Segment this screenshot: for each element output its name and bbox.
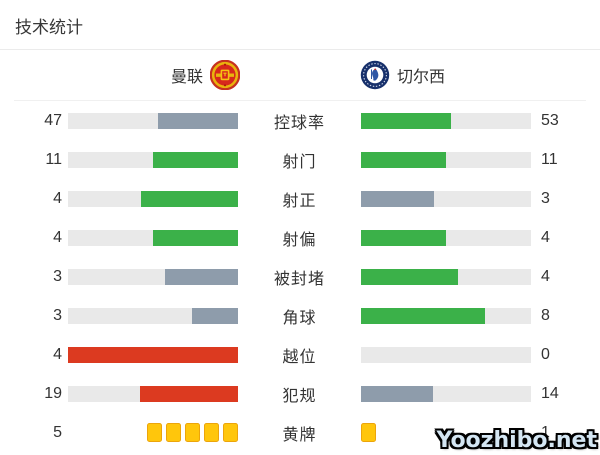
away-bar [361, 423, 531, 442]
away-bar [361, 385, 531, 402]
stat-label: 越位 [282, 348, 317, 366]
home-bar [68, 151, 238, 168]
yellow-card-icon [223, 423, 238, 442]
home-bar [68, 307, 238, 324]
home-value: 4 [53, 345, 62, 363]
home-bar [68, 346, 238, 363]
away-value: 53 [541, 111, 559, 129]
home-bar [68, 268, 238, 285]
stat-row: 11 射门 11 [0, 140, 600, 179]
home-value: 19 [44, 384, 62, 402]
away-bar-fill [361, 385, 434, 402]
stat-label: 射偏 [282, 231, 317, 249]
stat-label: 射正 [282, 192, 317, 210]
stat-row: 5 黄牌 1 [0, 413, 600, 452]
stat-row: 19 犯规 14 [0, 374, 600, 413]
away-bar-fill [361, 151, 446, 168]
home-value: 5 [53, 423, 62, 441]
yellow-card-icon [166, 423, 181, 442]
home-bar-fill [153, 151, 238, 168]
away-value: 4 [541, 228, 550, 246]
divider-header [14, 100, 586, 101]
panel-title: 技术统计 [15, 18, 83, 37]
away-bar [361, 346, 531, 363]
home-bar [68, 423, 238, 442]
stat-label: 控球率 [273, 114, 325, 132]
home-bar-fill [140, 385, 238, 402]
stat-row: 3 被封堵 4 [0, 257, 600, 296]
away-value: 0 [541, 345, 550, 363]
yellow-card-icon [204, 423, 219, 442]
team-away: 切尔西 [300, 60, 600, 90]
away-value: 3 [541, 189, 550, 207]
away-bar-fill [361, 112, 452, 129]
away-value: 1 [541, 423, 550, 441]
home-value: 11 [45, 150, 62, 168]
stat-row: 4 射正 3 [0, 179, 600, 218]
stat-label: 犯规 [282, 387, 317, 405]
stat-row: 47 控球率 53 [0, 101, 600, 140]
away-bar [361, 268, 531, 285]
home-bar [68, 190, 238, 207]
stats-rows: 47 控球率 53 11 射门 11 4 射正 3 4 [0, 101, 600, 452]
teams-header: 曼联 [0, 50, 600, 100]
stat-label: 黄牌 [282, 426, 317, 444]
home-value: 4 [53, 228, 62, 246]
home-value: 4 [53, 189, 62, 207]
yellow-card-icon [185, 423, 200, 442]
watermark: Yoozhibo.net [436, 428, 597, 453]
home-bar [68, 385, 238, 402]
home-bar [68, 229, 238, 246]
away-value: 4 [541, 267, 550, 285]
home-value: 47 [44, 111, 62, 129]
home-bar-fill [68, 346, 238, 363]
stat-row: 4 射偏 4 [0, 218, 600, 257]
home-bar-fill [153, 229, 238, 246]
chelsea-crest-icon [360, 60, 390, 90]
yellow-card-icon [147, 423, 162, 442]
away-value: 8 [541, 306, 550, 324]
away-bar [361, 112, 531, 129]
stat-label: 角球 [282, 309, 317, 327]
stat-label: 射门 [282, 153, 317, 171]
home-value: 3 [53, 267, 62, 285]
home-bar-fill [191, 307, 238, 324]
stat-row: 3 角球 8 [0, 296, 600, 335]
home-value: 3 [53, 306, 62, 324]
team-home: 曼联 [0, 59, 300, 91]
away-bar-fill [361, 190, 434, 207]
yellow-card-icon [361, 423, 376, 442]
away-value: 11 [541, 150, 558, 168]
team-away-name: 切尔西 [397, 69, 446, 86]
home-bar [68, 112, 238, 129]
away-bar [361, 307, 531, 324]
stat-row: 4 越位 0 [0, 335, 600, 374]
divider-top [0, 49, 600, 50]
home-bar-fill [165, 268, 238, 285]
stat-label: 被封堵 [273, 270, 325, 288]
home-bar-fill [140, 190, 238, 207]
home-bar-fill [158, 112, 238, 129]
away-bar [361, 190, 531, 207]
away-bar-fill [361, 268, 459, 285]
away-bar [361, 151, 531, 168]
manutd-crest-icon [209, 59, 241, 91]
team-home-name: 曼联 [170, 69, 203, 86]
away-bar-fill [361, 307, 485, 324]
away-bar [361, 229, 531, 246]
away-bar-fill [361, 229, 446, 246]
away-value: 14 [541, 384, 559, 402]
